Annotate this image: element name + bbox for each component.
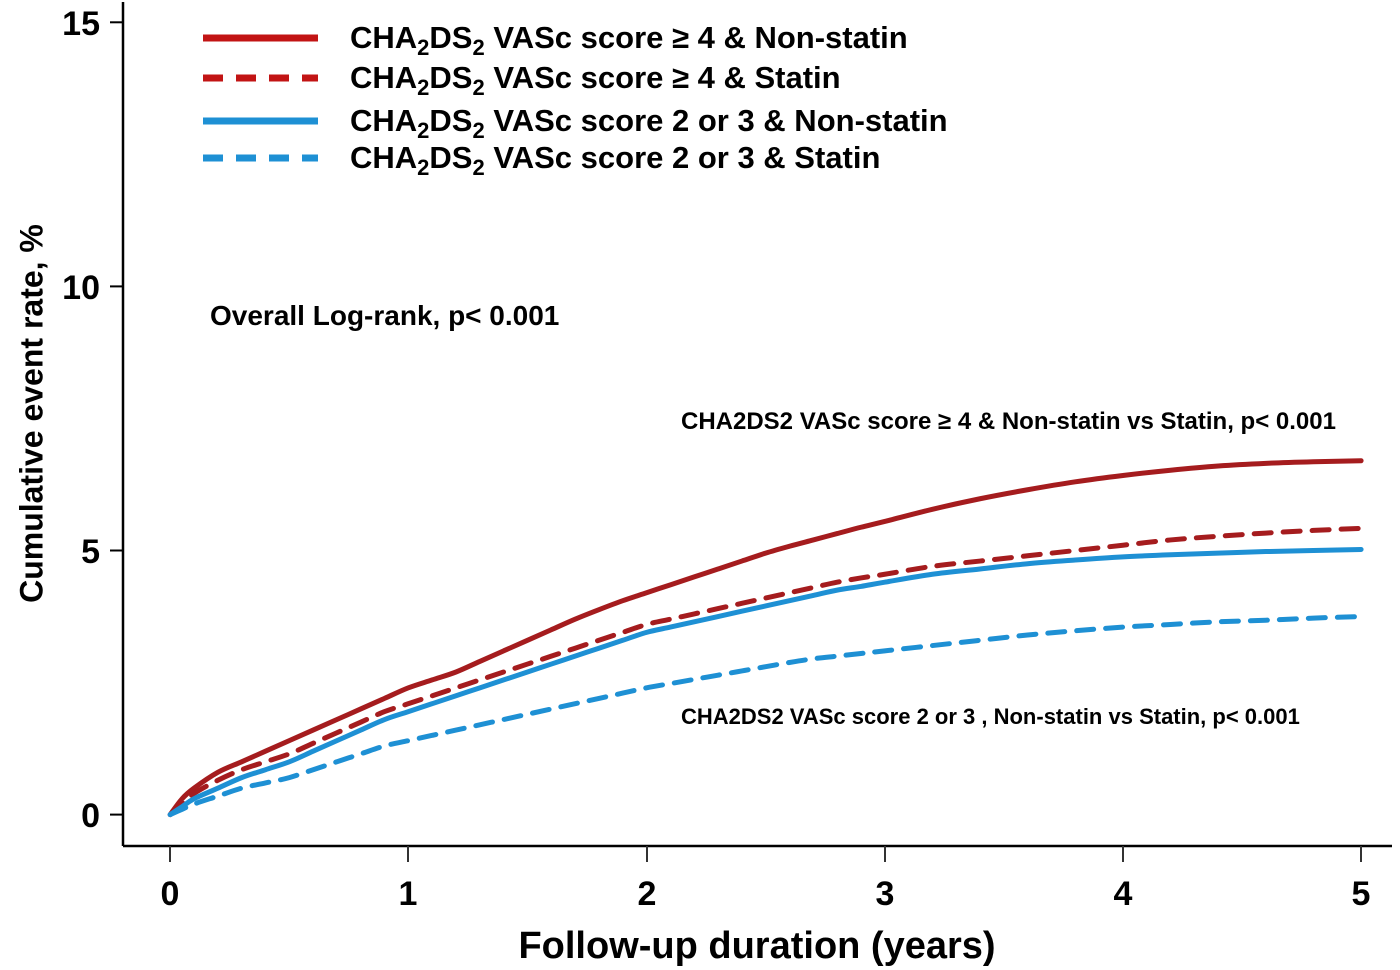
svg-text:1: 1 [399, 875, 418, 913]
svg-text:5: 5 [1352, 875, 1371, 913]
svg-text:3: 3 [876, 875, 895, 913]
svg-text:10: 10 [62, 269, 100, 307]
svg-text:15: 15 [62, 5, 100, 43]
svg-text:Follow-up duration (years): Follow-up duration (years) [518, 925, 995, 967]
svg-text:4: 4 [1114, 875, 1133, 913]
svg-text:5: 5 [81, 533, 100, 571]
svg-text:2: 2 [638, 875, 657, 913]
svg-text:0: 0 [161, 875, 180, 913]
svg-text:0: 0 [81, 797, 100, 835]
